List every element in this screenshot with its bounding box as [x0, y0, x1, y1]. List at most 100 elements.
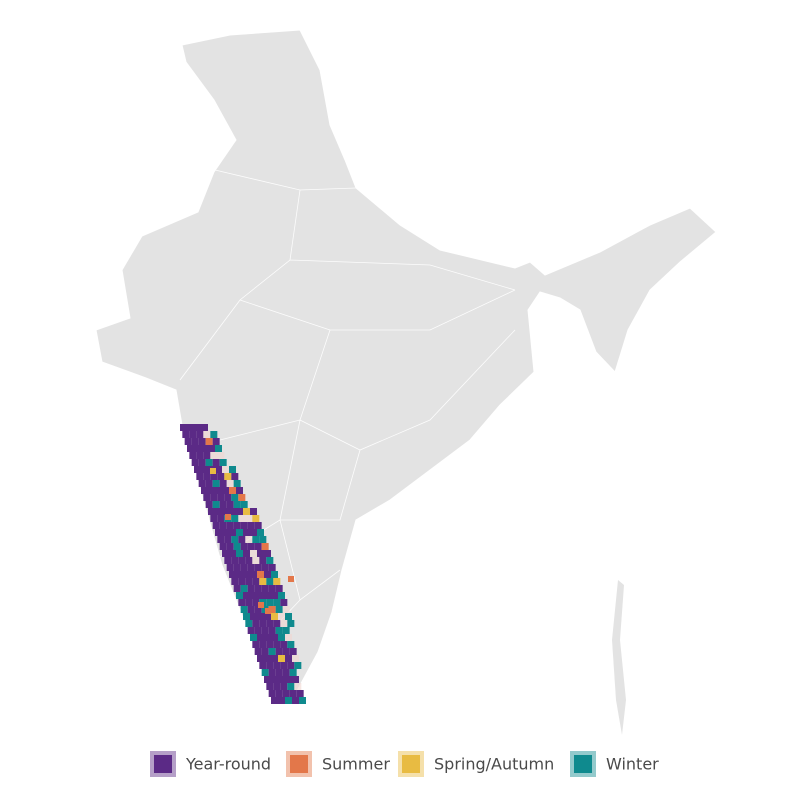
- range-cell: [236, 571, 243, 578]
- range-cell: [229, 466, 236, 473]
- range-cell: [287, 662, 295, 669]
- range-cell: [240, 501, 248, 508]
- range-cell: [238, 599, 246, 606]
- range-cell: [271, 571, 278, 578]
- range-cell: [254, 606, 262, 613]
- range-cell: [229, 508, 236, 515]
- range-cell: [266, 683, 274, 690]
- range-cell: [259, 641, 267, 648]
- range-cell: [198, 480, 206, 487]
- range-cell: [240, 606, 248, 613]
- range-cell: [203, 473, 211, 480]
- range-cell: [280, 620, 288, 627]
- range-cell: [266, 620, 274, 627]
- range-cell: [275, 585, 283, 592]
- range-cell: [278, 634, 285, 641]
- range-cell: [205, 438, 213, 445]
- range-cell: [259, 557, 267, 564]
- range-cell: [266, 662, 274, 669]
- range-cell: [215, 508, 222, 515]
- range-cell: [273, 662, 281, 669]
- range-cell: [187, 445, 194, 452]
- range-cell: [259, 620, 267, 627]
- range-cell: [231, 557, 239, 564]
- range-cell: [201, 424, 208, 431]
- range-cell: [233, 585, 241, 592]
- range-cell: [238, 578, 246, 585]
- range-cell: [282, 690, 290, 697]
- range-cell: [292, 676, 299, 683]
- range-cell: [243, 592, 250, 599]
- range-cell: [225, 514, 231, 520]
- range-cell: [210, 431, 218, 438]
- range-cell: [268, 585, 276, 592]
- range-cell: [264, 571, 271, 578]
- range-cell: [184, 438, 192, 445]
- range-cell: [187, 424, 194, 431]
- range-cell: [226, 480, 234, 487]
- range-cell: [191, 459, 199, 466]
- range-cell: [203, 494, 211, 501]
- legend-swatch: [574, 755, 592, 773]
- range-cell: [210, 452, 218, 459]
- range-cell: [219, 501, 227, 508]
- range-cell: [264, 676, 271, 683]
- range-cell: [208, 445, 215, 452]
- range-cell: [217, 536, 225, 543]
- range-cell: [271, 697, 278, 704]
- range-cell: [254, 627, 262, 634]
- range-cell: [240, 543, 248, 550]
- island-outline: [612, 580, 626, 735]
- range-cell: [196, 452, 204, 459]
- range-cell: [212, 501, 220, 508]
- range-cell: [250, 550, 257, 557]
- range-cell: [261, 627, 269, 634]
- range-cell: [250, 592, 257, 599]
- range-cell: [215, 466, 222, 473]
- range-cell: [282, 669, 290, 676]
- range-cell: [257, 592, 264, 599]
- range-cell: [196, 431, 204, 438]
- range-cell: [257, 529, 264, 536]
- range-cell: [236, 550, 243, 557]
- range-cell: [250, 634, 257, 641]
- range-cell: [268, 669, 276, 676]
- range-cell: [257, 550, 264, 557]
- range-cell: [265, 608, 271, 614]
- range-cell: [252, 641, 260, 648]
- range-cell: [264, 634, 271, 641]
- range-cell: [247, 606, 255, 613]
- range-cell: [261, 564, 269, 571]
- range-cell: [238, 557, 246, 564]
- range-cell: [240, 564, 248, 571]
- range-cell: [231, 494, 239, 501]
- range-cell: [212, 522, 220, 529]
- range-cell: [275, 606, 283, 613]
- range-cell: [236, 508, 243, 515]
- range-cells: [180, 424, 306, 704]
- range-cell: [266, 578, 274, 585]
- range-cell: [292, 697, 299, 704]
- range-cell: [282, 648, 290, 655]
- range-cell: [212, 480, 220, 487]
- range-cell: [268, 648, 276, 655]
- range-cell: [245, 620, 253, 627]
- range-cell: [243, 613, 250, 620]
- range-cell: [250, 613, 257, 620]
- state-borders: [179, 169, 516, 641]
- range-cell: [292, 655, 299, 662]
- range-cell: [287, 683, 295, 690]
- country-outline: [95, 29, 717, 701]
- range-cell: [282, 606, 290, 613]
- range-cell: [231, 536, 239, 543]
- range-cell: [208, 487, 215, 494]
- range-cell: [282, 627, 290, 634]
- range-cell: [247, 585, 255, 592]
- range-cell: [278, 697, 285, 704]
- legend-label: Year-round: [185, 755, 271, 774]
- range-cell: [198, 459, 206, 466]
- range-cell: [285, 634, 292, 641]
- range-cell: [259, 536, 267, 543]
- range-cell: [268, 627, 276, 634]
